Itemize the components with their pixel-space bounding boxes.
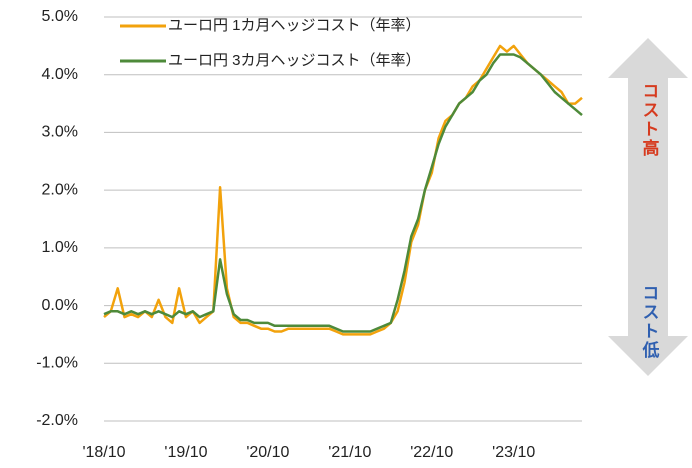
y-tick-label: -1.0% <box>36 355 78 372</box>
series-line <box>103 44 583 336</box>
x-tick-label: '19/10 <box>164 444 207 461</box>
x-tick-label: '23/10 <box>492 444 535 461</box>
x-tick-label: '22/10 <box>410 444 453 461</box>
y-tick-label: 0.0% <box>42 297 78 314</box>
y-tick-label: 4.0% <box>42 66 78 83</box>
y-tick-label: 2.0% <box>42 181 78 198</box>
x-tick-label: '21/10 <box>328 444 371 461</box>
y-tick-label: 5.0% <box>42 8 78 25</box>
series-line <box>103 53 583 333</box>
legend-label: ユーロ円 1カ月ヘッジコスト（年率） <box>168 17 421 34</box>
annotation-low: コスト低 <box>640 284 661 360</box>
x-tick-label: '20/10 <box>246 444 289 461</box>
annotation-high: コスト高 <box>640 82 660 158</box>
y-tick-label: -2.0% <box>36 412 78 429</box>
x-tick-label: '18/10 <box>82 444 125 461</box>
legend-label: ユーロ円 3カ月ヘッジコスト（年率） <box>168 52 421 69</box>
y-tick-label: 3.0% <box>42 124 78 141</box>
cost-arrow <box>608 38 688 376</box>
y-tick-label: 1.0% <box>42 239 78 256</box>
